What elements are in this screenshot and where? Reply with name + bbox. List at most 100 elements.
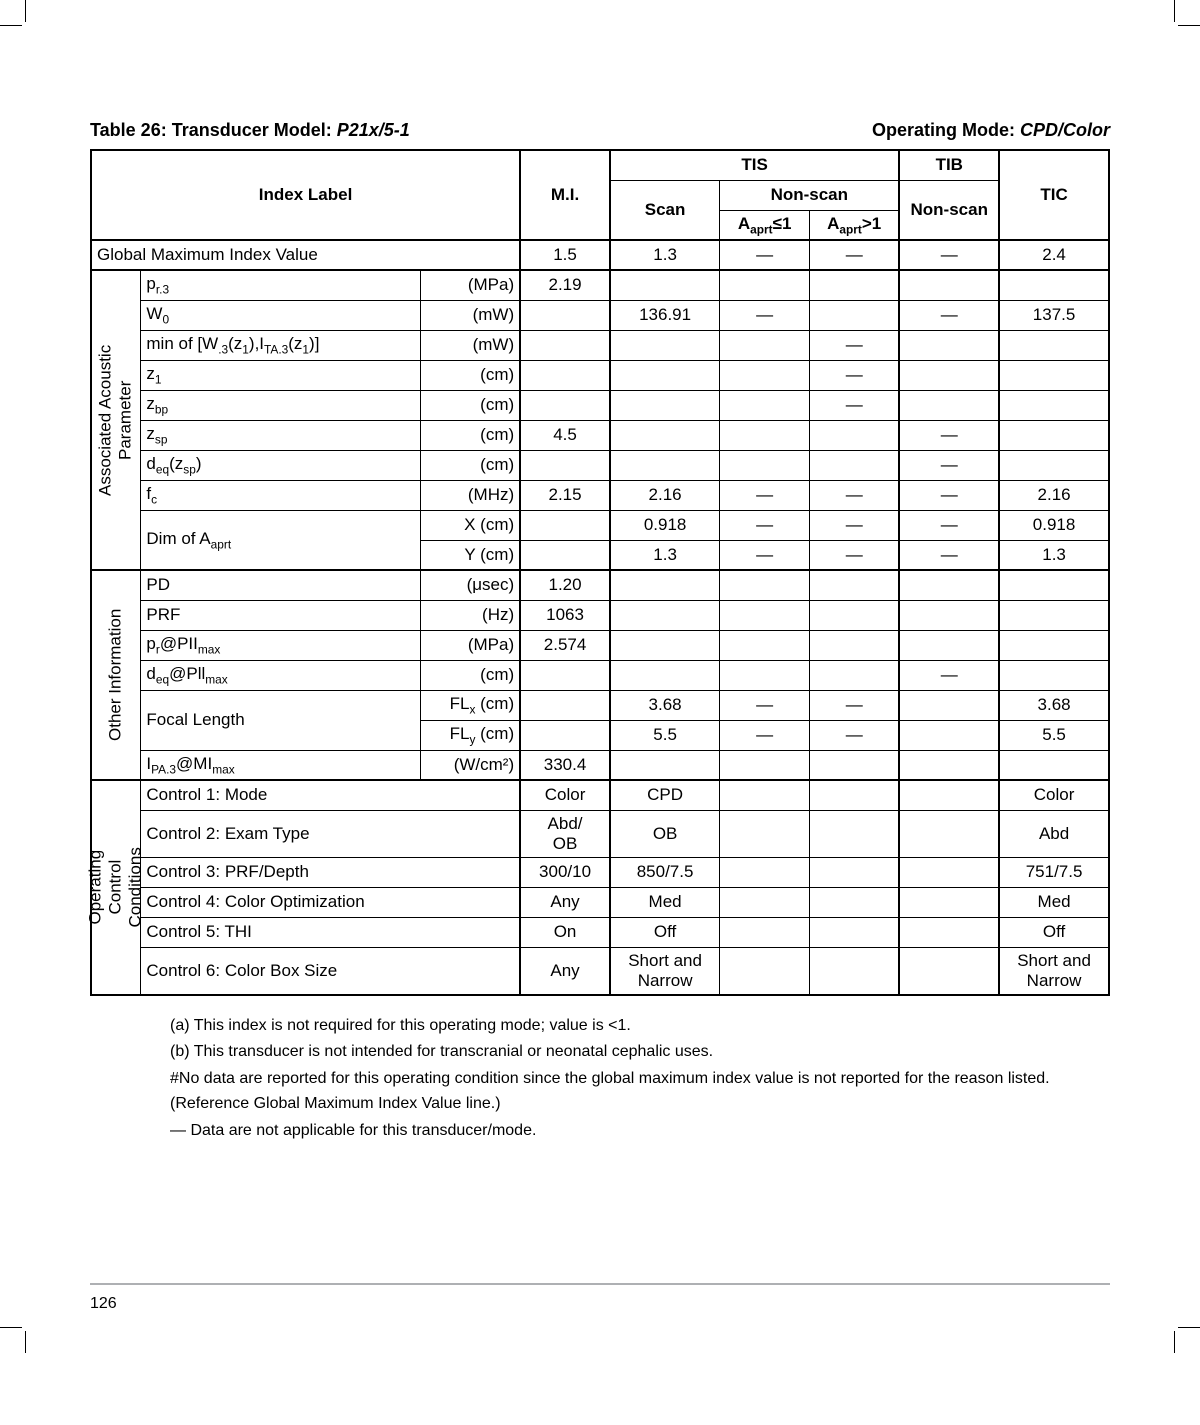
crop-mark-br [1170, 1323, 1200, 1353]
section-occ-label: Operating Control Conditions [91, 780, 141, 995]
header-aaprt-gt1: Aaprt>1 [810, 210, 900, 240]
header-tib: TIB [899, 150, 999, 180]
c2-tic: Abd [999, 810, 1109, 857]
w0-ns1: — [720, 300, 810, 330]
deqp-unit: (cm) [420, 660, 520, 690]
zsp-label: zsp [141, 420, 420, 450]
minw-label: min of [W.3(z1),ITA.3(z1)] [141, 330, 420, 360]
z1-ns2: — [810, 360, 900, 390]
header-aaprt-le1: Aaprt≤1 [720, 210, 810, 240]
fly-tic: 5.5 [999, 720, 1109, 750]
dimx-unit: X (cm) [420, 510, 520, 540]
dim-label: Dim of Aaprt [141, 510, 420, 570]
dimx-ns2: — [810, 510, 900, 540]
deqp-label: deq@Pllmax [141, 660, 420, 690]
header-mi: M.I. [520, 150, 610, 240]
dimy-tib: — [899, 540, 999, 570]
c5-mi: On [520, 917, 610, 947]
gmiv-tib: — [899, 240, 999, 270]
prf-unit: (Hz) [420, 600, 520, 630]
zsp-mi: 4.5 [520, 420, 610, 450]
prpii-label: pr@PIImax [141, 630, 420, 660]
deq-label: deq(zsp) [141, 450, 420, 480]
prf-mi: 1063 [520, 600, 610, 630]
note-c: #No data are reported for this operating… [170, 1067, 1110, 1117]
flx-ns2: — [810, 690, 900, 720]
fc-label: fc [141, 480, 420, 510]
section-oi-label: Other Information [91, 570, 141, 780]
c4-scan: Med [610, 887, 720, 917]
pr3-label: pr.3 [141, 270, 420, 300]
pd-label: PD [141, 570, 420, 600]
note-d: — Data are not applicable for this trans… [170, 1119, 1110, 1144]
crop-mark-tr [1170, 0, 1200, 30]
gmiv-ns1: — [720, 240, 810, 270]
gmiv-label: Global Maximum Index Value [91, 240, 520, 270]
title-mode: CPD/Color [1020, 120, 1110, 140]
ipa-mi: 330.4 [520, 750, 610, 780]
header-tis: TIS [610, 150, 899, 180]
prpii-mi: 2.574 [520, 630, 610, 660]
gmiv-mi: 1.5 [520, 240, 610, 270]
header-index-label: Index Label [91, 150, 520, 240]
fly-scan: 5.5 [610, 720, 720, 750]
c3-mi: 300/10 [520, 857, 610, 887]
acoustic-output-table: Index Label M.I. TIS TIB TIC Scan Non-sc… [90, 149, 1110, 996]
w0-tic: 137.5 [999, 300, 1109, 330]
footer-rule [90, 1283, 1110, 1285]
c1-tic: Color [999, 780, 1109, 810]
pd-mi: 1.20 [520, 570, 610, 600]
header-nonscan2: Non-scan [899, 180, 999, 240]
dimx-tib: — [899, 510, 999, 540]
c1-mi: Color [520, 780, 610, 810]
flx-unit: FLx (cm) [420, 690, 520, 720]
w0-unit: (mW) [420, 300, 520, 330]
crop-mark-tl [0, 0, 30, 30]
z1-label: z1 [141, 360, 420, 390]
c3-tic: 751/7.5 [999, 857, 1109, 887]
zsp-unit: (cm) [420, 420, 520, 450]
fc-ns1: — [720, 480, 810, 510]
fc-scan: 2.16 [610, 480, 720, 510]
c3-scan: 850/7.5 [610, 857, 720, 887]
deq-tib: — [899, 450, 999, 480]
flx-ns1: — [720, 690, 810, 720]
prpii-unit: (MPa) [420, 630, 520, 660]
dimy-ns2: — [810, 540, 900, 570]
fc-mi: 2.15 [520, 480, 610, 510]
ipa-unit: (W/cm²) [420, 750, 520, 780]
c2-label: Control 2: Exam Type [141, 810, 520, 857]
title-right-prefix: Operating Mode: [872, 120, 1020, 140]
prf-label: PRF [141, 600, 420, 630]
minw-unit: (mW) [420, 330, 520, 360]
c4-mi: Any [520, 887, 610, 917]
c6-mi: Any [520, 947, 610, 995]
c4-label: Control 4: Color Optimization [141, 887, 520, 917]
c3-label: Control 3: PRF/Depth [141, 857, 520, 887]
dimy-scan: 1.3 [610, 540, 720, 570]
pd-unit: (μsec) [420, 570, 520, 600]
gmiv-tic: 2.4 [999, 240, 1109, 270]
dimy-ns1: — [720, 540, 810, 570]
table-title: Table 26: Transducer Model: P21x/5-1 Ope… [90, 120, 1110, 141]
c5-tic: Off [999, 917, 1109, 947]
zbp-ns2: — [810, 390, 900, 420]
header-tic: TIC [999, 150, 1109, 240]
fc-unit: (MHz) [420, 480, 520, 510]
dimx-scan: 0.918 [610, 510, 720, 540]
zbp-unit: (cm) [420, 390, 520, 420]
c2-mi: Abd/ OB [520, 810, 610, 857]
deq-unit: (cm) [420, 450, 520, 480]
ipa-label: IPA.3@MImax [141, 750, 420, 780]
z1-unit: (cm) [420, 360, 520, 390]
footnotes: (a) This index is not required for this … [170, 1014, 1110, 1144]
zbp-label: zbp [141, 390, 420, 420]
zsp-tib: — [899, 420, 999, 450]
fc-ns2: — [810, 480, 900, 510]
gmiv-scan: 1.3 [610, 240, 720, 270]
c6-scan: Short and Narrow [610, 947, 720, 995]
w0-label: W0 [141, 300, 420, 330]
fc-tic: 2.16 [999, 480, 1109, 510]
minw-ns2: — [810, 330, 900, 360]
c4-tic: Med [999, 887, 1109, 917]
